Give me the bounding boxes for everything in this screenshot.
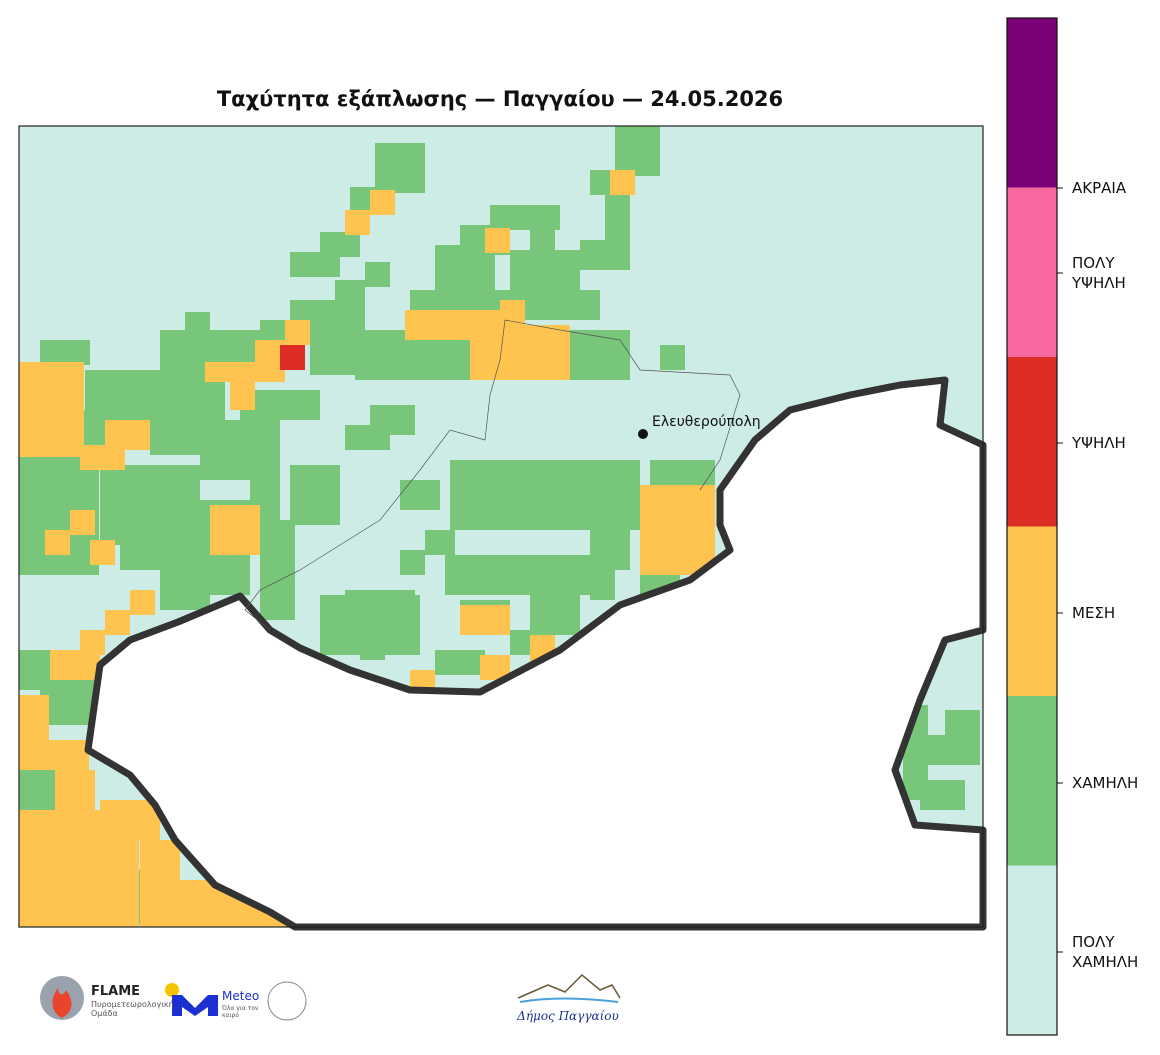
risk-cell (310, 325, 355, 375)
risk-cell (445, 555, 615, 595)
water (519, 997, 619, 1003)
risk-cell (40, 675, 95, 725)
colorbar-label: ΠΟΛΥ ΧΑΜΗΛΗ (1072, 933, 1139, 971)
raster (19, 126, 980, 927)
colorbar-label: ΑΚΡΑΙΑ (1072, 179, 1127, 197)
risk-cell (100, 800, 160, 840)
risk-cell (370, 405, 415, 435)
colorbar-label: ΜΕΣΗ (1072, 604, 1116, 622)
flame-name: FLAME (91, 984, 140, 999)
meteo-dot (165, 983, 179, 997)
colorbar-label: ΠΟΛΥ ΥΨΗΛΗ (1072, 254, 1126, 292)
risk-cell (120, 540, 210, 570)
risk-cell (360, 640, 385, 660)
risk-cell (19, 362, 84, 457)
risk-cell (345, 590, 415, 610)
city-label: Ελευθερούπολη (652, 414, 761, 430)
border (244, 319, 506, 631)
meteo-logo (172, 995, 218, 1016)
meteo-tagline: Όλα για τον καιρό (222, 1005, 259, 1019)
risk-cell (105, 610, 130, 635)
colorbar-frame (1006, 17, 1058, 1036)
risk-cell (365, 262, 390, 287)
risk-cell (945, 710, 980, 740)
risk-cell (435, 245, 495, 295)
seal (267, 981, 307, 1021)
risk-cell (605, 195, 630, 245)
meteo-name: Meteo (222, 989, 259, 1003)
colorbar (1007, 18, 1063, 1035)
flame-icon (52, 988, 72, 1018)
sea (84, 376, 987, 931)
risk-cell (50, 650, 100, 680)
risk-cell (345, 210, 370, 235)
colorbar-segment (1007, 357, 1057, 527)
title: Ταχύτητα εξάπλωσης — Παγγαίου — 24.05.20… (217, 87, 783, 111)
risk-cell (510, 630, 530, 655)
risk-cell (230, 380, 255, 410)
municipality: Δήμος Παγγαίου (516, 1009, 619, 1023)
mountains (517, 973, 621, 999)
risk-cell (425, 530, 455, 555)
risk-cell (590, 520, 630, 570)
risk-cell (280, 345, 305, 370)
risk-cell (450, 460, 640, 530)
risk-cell (570, 330, 630, 380)
risk-cell (140, 840, 180, 927)
risk-cell (40, 340, 90, 365)
risk-cell (285, 320, 310, 345)
risk-cell (210, 505, 260, 555)
colorbar-segment (1007, 696, 1057, 866)
risk-cell (530, 595, 580, 635)
risk-cell (615, 126, 660, 176)
risk-cell (19, 770, 59, 810)
risk-cell (260, 520, 295, 620)
risk-cell (200, 420, 280, 480)
risk-cell (130, 590, 155, 615)
risk-cell (290, 252, 340, 277)
risk-cell (920, 780, 965, 810)
risk-cell (160, 475, 190, 505)
city-marker (638, 429, 648, 439)
risk-cell (19, 740, 89, 770)
colorbar-segment (1007, 187, 1057, 357)
risk-cell (335, 280, 365, 330)
risk-cell (370, 190, 395, 215)
risk-cell (590, 575, 615, 600)
risk-cell (610, 170, 635, 195)
colorbar-segment (1007, 865, 1057, 1035)
risk-cell (460, 605, 510, 635)
risk-cell (90, 540, 115, 565)
colorbar-segment (1007, 18, 1057, 188)
risk-cell (485, 228, 510, 253)
risk-cell (160, 570, 210, 610)
flame-subtitle: Πυρομετεωρολογική Ομάδα (91, 1000, 174, 1018)
risk-cell (290, 465, 340, 525)
colorbar-label: ΥΨΗΛΗ (1072, 434, 1126, 452)
risk-cell (375, 143, 425, 193)
colorbar-segment (1007, 526, 1057, 696)
risk-cell (80, 445, 125, 470)
risk-cell (470, 325, 570, 380)
risk-cell (70, 510, 95, 535)
colorbar-label: ΧΑΜΗΛΗ (1072, 774, 1139, 792)
risk-cell (400, 480, 440, 510)
risk-cell (45, 530, 70, 555)
risk-cell (435, 650, 485, 675)
risk-cell (500, 300, 525, 325)
border (504, 319, 741, 491)
risk-cell (400, 550, 425, 575)
risk-cell (660, 345, 685, 370)
risk-cell (660, 530, 685, 560)
map-frame (18, 125, 984, 928)
risk-cell (510, 250, 580, 290)
